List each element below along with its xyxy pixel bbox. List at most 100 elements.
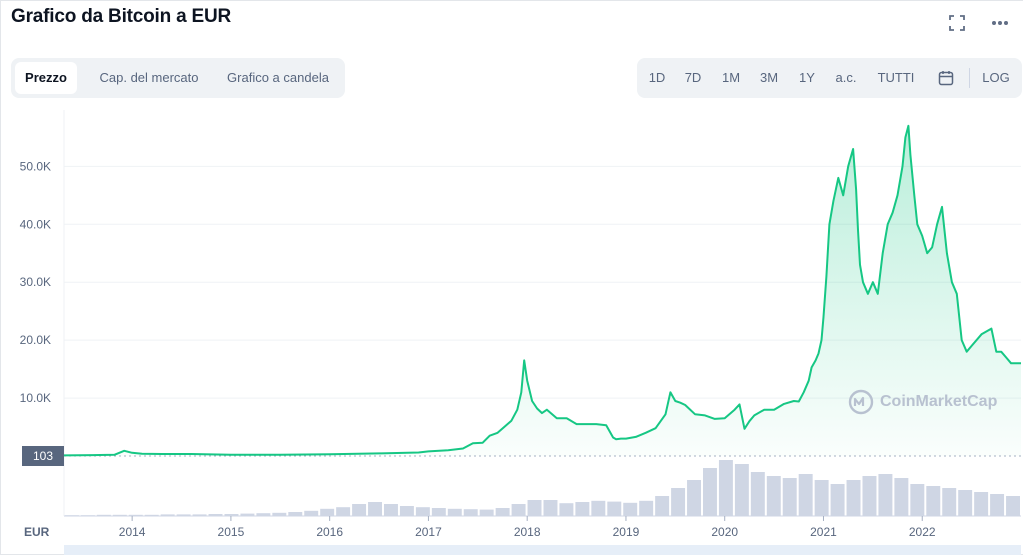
volume-bar (144, 514, 159, 516)
volume-bar (431, 508, 446, 516)
volume-bar (304, 510, 319, 516)
volume-bar (384, 504, 398, 516)
price-marker-badge (22, 446, 64, 466)
volume-bar (96, 514, 111, 516)
expand-corners-icon[interactable] (946, 12, 968, 34)
volume-bar (128, 514, 143, 516)
ellipsis-horizontal-icon[interactable] (989, 12, 1011, 34)
range-divider (969, 68, 970, 88)
volume-bar (495, 508, 510, 516)
volume-bar (703, 468, 717, 516)
range-navigator[interactable] (64, 545, 1021, 555)
volume-bar (272, 512, 287, 516)
y-tick-label: 20.0K (20, 333, 51, 347)
price-chart: 10.0K 20.0K 30.0K 40.0K 50.0K 103 2014 2015 2016… (20, 110, 1021, 555)
price-area-fill (64, 125, 1021, 457)
x-tick-label: 2017 (415, 525, 442, 539)
range-1y[interactable]: 1Y (799, 70, 815, 85)
volume-bar (112, 514, 127, 516)
volume-bar (479, 509, 494, 516)
volume-bar (734, 464, 749, 516)
volume-bar (415, 507, 430, 516)
volume-bar (399, 506, 414, 516)
volume-bar (655, 496, 670, 516)
volume-bar (208, 514, 223, 516)
volume-bar (878, 474, 893, 516)
volume-bar (160, 514, 175, 516)
range-1m[interactable]: 1M (721, 70, 741, 85)
price-marker-label: 103 (33, 449, 53, 463)
volume-bar (990, 494, 1005, 516)
x-tick-label: 2020 (711, 525, 738, 539)
volume-bar (224, 514, 239, 516)
x-tick-label: 2022 (909, 525, 936, 539)
volume-bar (256, 513, 271, 516)
range-3m[interactable]: 3M (759, 70, 779, 85)
volume-bar (192, 514, 207, 516)
volume-bar (958, 490, 973, 516)
volume-bar (910, 484, 925, 516)
volume-bar (718, 460, 733, 516)
volume-bar (320, 508, 335, 516)
volume-bar (798, 474, 813, 516)
tab-grafico-a-candela[interactable]: Grafico a candela (227, 70, 329, 85)
chart-type-tabs: Prezzo Cap. del mercato Grafico a candel… (11, 58, 345, 98)
volume-bar (575, 502, 590, 516)
volume-bar (527, 500, 542, 516)
chart-title: Grafico da Bitcoin a EUR (11, 6, 232, 27)
volume-bar (671, 488, 686, 516)
x-tick-label: 2016 (316, 525, 343, 539)
volume-bar (543, 500, 558, 516)
volume-bar (750, 472, 765, 516)
volume-bar (623, 502, 638, 516)
volume-bar (846, 480, 861, 516)
price-line (63, 124, 1021, 457)
volume-bar (288, 512, 303, 516)
volume-bar (830, 484, 845, 516)
volume-bar (766, 476, 781, 516)
volume-bar (591, 500, 606, 516)
time-range-selector: 1D 7D 1M 3M 1Y a.c. TUTTI LOG (637, 58, 1022, 98)
x-tick-label: 2021 (810, 525, 837, 539)
x-tick-label: 2015 (218, 525, 245, 539)
x-tick-label: 2014 (119, 525, 146, 539)
currency-label: EUR (24, 525, 50, 539)
volume-bar (687, 480, 701, 516)
coinmarketcap-logo-icon (848, 389, 874, 415)
volume-bar (447, 508, 462, 516)
y-tick-label: 50.0K (20, 159, 51, 173)
volume-bar (607, 501, 622, 516)
volume-bar (240, 513, 255, 516)
log-toggle[interactable]: LOG (982, 70, 1010, 85)
volume-bar (942, 488, 957, 516)
volume-bar (894, 478, 909, 516)
volume-bar (336, 507, 351, 516)
volume-bar (368, 502, 382, 516)
volume-bar (511, 504, 526, 516)
y-tick-label: 40.0K (20, 217, 51, 231)
watermark: CoinMarketCap (848, 389, 997, 415)
volume-bar (559, 503, 574, 516)
volume-bar (639, 500, 654, 516)
range-ytd[interactable]: a.c. (835, 70, 857, 85)
y-tick-label: 10.0K (20, 391, 51, 405)
volume-bar (926, 486, 941, 516)
range-all[interactable]: TUTTI (877, 70, 915, 85)
y-tick-label: 30.0K (20, 275, 51, 289)
range-1d[interactable]: 1D (648, 70, 666, 85)
volume-bar (782, 478, 797, 516)
volume-bar (463, 509, 478, 516)
calendar-icon[interactable] (933, 62, 959, 94)
volume-bar (974, 492, 989, 516)
x-tick-label: 2018 (514, 525, 541, 539)
volume-bar (176, 514, 191, 516)
volume-bar (862, 476, 877, 516)
tab-cap-del-mercato[interactable]: Cap. del mercato (99, 70, 199, 85)
volume-bar (814, 480, 829, 516)
x-tick-label: 2019 (613, 525, 640, 539)
watermark-text: CoinMarketCap (880, 393, 998, 410)
volume-bar (1006, 496, 1020, 516)
tab-prezzo[interactable]: Prezzo (15, 62, 77, 94)
volume-bar (352, 504, 367, 516)
range-7d[interactable]: 7D (684, 70, 702, 85)
